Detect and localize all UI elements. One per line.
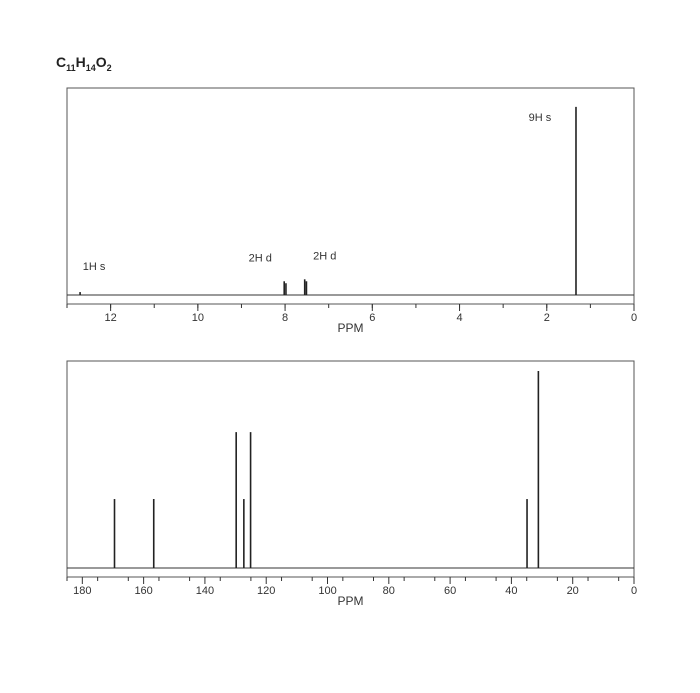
tick-label: 80 [383, 585, 395, 597]
tick-label: 120 [257, 585, 275, 597]
tick-label: 160 [134, 585, 152, 597]
plot-frame [66, 87, 635, 305]
h-nmr-spectrum: 12 10 8 6 4 2 0 PPM 1H s 2H d 2H d 9H s [66, 87, 637, 335]
tick-label: 140 [196, 585, 214, 597]
tick-label: 10 [192, 312, 204, 324]
peak-label: 2H d [313, 250, 336, 262]
peak-label: 9H s [529, 112, 552, 124]
tick-label: 40 [505, 585, 517, 597]
peak-label: 2H d [249, 252, 272, 264]
tick-label: 12 [104, 312, 116, 324]
x-axis-title: PPM [337, 594, 363, 608]
tick-label: 20 [567, 585, 579, 597]
tick-label: 60 [444, 585, 456, 597]
tick-label: 0 [631, 312, 637, 324]
molecular-formula: C11H14O2 [56, 54, 112, 73]
tick-label: 6 [369, 312, 375, 324]
c-nmr-spectrum: 180 160 140 120 100 80 60 40 20 0 PPM [66, 360, 637, 608]
tick-label: 100 [318, 585, 336, 597]
tick-label: 4 [456, 312, 462, 324]
peak-label: 1H s [83, 261, 106, 273]
x-axis-title: PPM [337, 321, 363, 335]
tick-label: 0 [631, 585, 637, 597]
tick-label: 180 [73, 585, 91, 597]
plot-frame [66, 360, 635, 578]
tick-label: 2 [544, 312, 550, 324]
tick-label: 8 [282, 312, 288, 324]
